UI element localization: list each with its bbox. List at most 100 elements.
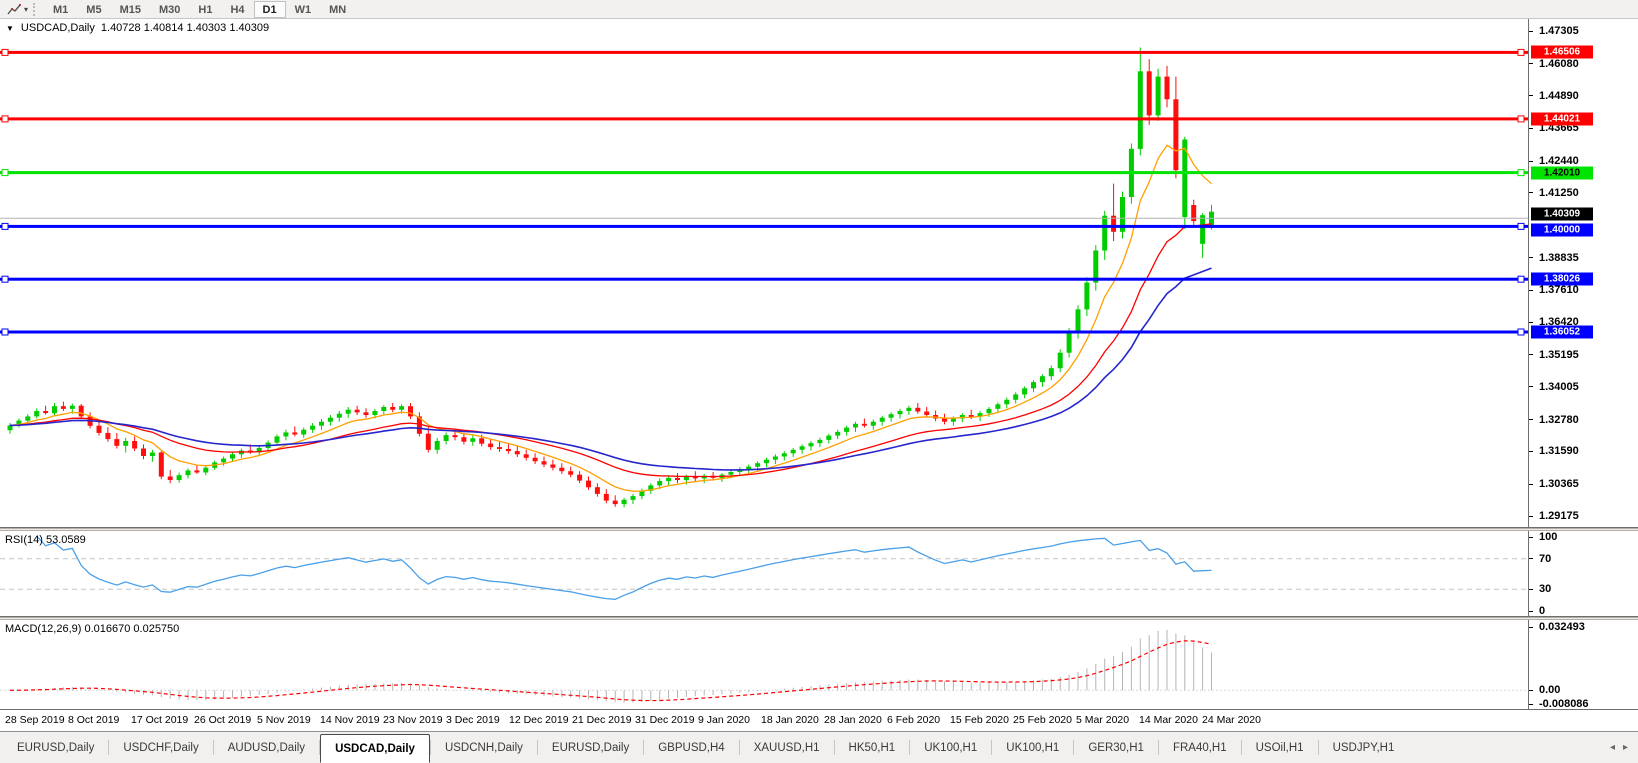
timeframe-buttons: M1 M5 M15 M30 H1 H4 D1 W1 MN — [44, 0, 355, 18]
chart-tab-hk50-h1[interactable]: HK50,H1 — [848, 741, 896, 754]
chart-tab-gbpusd-h4[interactable]: GBPUSD,H4 — [658, 741, 725, 754]
timeframe-button-h4[interactable]: H4 — [230, 3, 245, 16]
date-axis-label: 6 Feb 2020 — [887, 714, 941, 726]
date-axis-label: 28 Sep 2019 — [5, 714, 65, 726]
ma-fast-orange — [9, 144, 1212, 492]
chart-tab-eurusd-daily[interactable]: EURUSD,Daily — [551, 741, 630, 754]
chart-tab-usdchf-daily[interactable]: USDCHF,Daily — [123, 741, 199, 754]
date-axis-label: 23 Nov 2019 — [383, 714, 443, 726]
date-axis-label: 12 Dec 2019 — [509, 714, 569, 726]
macd-svg — [0, 629, 1528, 703]
date-axis-label: 31 Dec 2019 — [635, 714, 695, 726]
date-axis-label: 15 Feb 2020 — [950, 714, 1009, 726]
panel-splitter[interactable] — [0, 617, 1638, 620]
chart-tab-uk100-h1[interactable]: UK100,H1 — [1006, 741, 1060, 754]
chart-tab-uk100-h1[interactable]: UK100,H1 — [924, 741, 978, 754]
tab-separator — [1157, 740, 1159, 755]
tab-separator — [833, 740, 835, 755]
price-axis-label: 1.46080 — [1529, 58, 1579, 70]
timeframe-button-d1[interactable]: D1 — [253, 0, 286, 18]
price-axis-label: 1.36420 — [1529, 316, 1579, 328]
timeframe-button-m1[interactable]: M1 — [53, 3, 69, 16]
ma-mid-red — [9, 223, 1212, 478]
tab-separator — [991, 740, 993, 755]
tab-separator — [909, 740, 911, 755]
timeframe-button-m15[interactable]: M15 — [119, 3, 141, 16]
rsi-axis-label: 100 — [1529, 531, 1557, 543]
price-axis-label: 1.44890 — [1529, 90, 1579, 102]
chart-tab-usdcad-daily[interactable]: USDCAD,Daily — [320, 734, 430, 763]
tab-separator — [1240, 740, 1242, 755]
chart-tab-eurusd-daily[interactable]: EURUSD,Daily — [17, 741, 95, 754]
date-axis[interactable]: 28 Sep 2019 8 Oct 2019 17 Oct 2019 26 Oct 2… — [0, 710, 1638, 731]
candlestick-plot[interactable]: ▼ USDCAD,Daily 1.40728 1.40814 1.40303 1… — [0, 19, 1528, 527]
tab-separator — [1073, 740, 1075, 755]
price-badge: 1.44021 — [1531, 112, 1593, 126]
macd-plot[interactable]: MACD(12,26,9) 0.016670 0.025750 — [0, 620, 1528, 709]
date-axis-label: 5 Nov 2019 — [257, 714, 311, 726]
dropdown-caret-icon[interactable]: ▾ — [24, 4, 29, 14]
rsi-panel: RSI(14) 53.0589 100 70 30 0 — [0, 531, 1638, 617]
chart-tab-fra40-h1[interactable]: FRA40,H1 — [1172, 741, 1227, 754]
date-axis-label: 21 Dec 2019 — [572, 714, 632, 726]
price-axis-label: 1.38835 — [1529, 252, 1579, 264]
tab-scroll-right-icon[interactable]: ▸ — [1622, 742, 1628, 753]
rsi-plot[interactable]: RSI(14) 53.0589 — [0, 531, 1528, 616]
macd-histogram — [18, 629, 1212, 703]
rsi-axis-label: 30 — [1529, 583, 1551, 595]
price-axis-label: 1.43665 — [1529, 122, 1579, 134]
timeframe-button-m5[interactable]: M5 — [86, 3, 102, 16]
price-badge: 1.40309 — [1531, 207, 1593, 221]
tab-separator — [319, 740, 321, 755]
collapse-triangle-icon[interactable]: ▼ — [6, 23, 14, 33]
tab-separator — [536, 740, 538, 755]
price-axis-label: 1.37610 — [1529, 284, 1579, 296]
date-axis-label: 28 Jan 2020 — [824, 714, 882, 726]
macd-axis: 0.032493 0.00 -0.008086 — [1528, 620, 1638, 710]
chart-tab-ger30-h1[interactable]: GER30,H1 — [1088, 741, 1144, 754]
timeframe-button-m30[interactable]: M30 — [158, 3, 181, 16]
date-axis-label: 5 Mar 2020 — [1076, 714, 1130, 726]
rsi-svg — [0, 535, 1528, 600]
chart-tab-usdcnh-daily[interactable]: USDCNH,Daily — [444, 741, 523, 754]
date-axis-label: 9 Jan 2020 — [698, 714, 750, 726]
macd-label: MACD(12,26,9) 0.016670 0.025750 — [5, 623, 180, 635]
macd-axis-label: -0.008086 — [1529, 698, 1589, 710]
date-axis-label: 25 Feb 2020 — [1013, 714, 1072, 726]
chart-tab-usoil-h1[interactable]: USOil,H1 — [1255, 741, 1304, 754]
timeframe-button-mn[interactable]: MN — [329, 3, 347, 16]
date-axis-label: 8 Oct 2019 — [68, 714, 120, 726]
tab-scroll-nav: ◂ ▸ — [1600, 732, 1638, 763]
symbol-period-label: USDCAD,Daily — [20, 22, 95, 34]
line-studies-icon[interactable] — [4, 1, 24, 17]
price-badge: 1.46506 — [1531, 45, 1593, 59]
timeframe-button-w1[interactable]: W1 — [294, 3, 312, 16]
panel-splitter[interactable] — [0, 528, 1638, 531]
tab-separator — [429, 740, 431, 755]
chart-tab-audusd-daily[interactable]: AUDUSD,Daily — [227, 741, 306, 754]
date-axis-label: 14 Nov 2019 — [320, 714, 380, 726]
timeframe-button-h1[interactable]: H1 — [198, 3, 213, 16]
tab-separator — [643, 740, 645, 755]
price-axis[interactable]: 1.47305 1.46080 1.44890 1.43665 1.42440 1.412… — [1528, 19, 1638, 527]
price-axis-label: 1.35195 — [1529, 349, 1579, 361]
main-chart-panel: ▼ USDCAD,Daily 1.40728 1.40814 1.40303 1… — [0, 19, 1638, 528]
date-axis-label: 24 Mar 2020 — [1202, 714, 1261, 726]
price-axis-label: 1.47305 — [1529, 25, 1579, 37]
tab-scroll-left-icon[interactable]: ◂ — [1609, 742, 1615, 753]
price-axis-label: 1.42440 — [1529, 155, 1579, 167]
macd-signal-line — [9, 640, 1212, 702]
chart-tab-usdjpy-h1[interactable]: USDJPY,H1 — [1332, 741, 1395, 754]
macd-panel: MACD(12,26,9) 0.016670 0.025750 0.032493… — [0, 620, 1638, 710]
date-axis-label: 14 Mar 2020 — [1139, 714, 1198, 726]
top-toolbar: ▾ M1 M5 M15 M30 H1 H4 D1 W1 MN — [0, 0, 1638, 19]
ohlc-values: 1.40728 1.40814 1.40303 1.40309 — [100, 22, 270, 34]
tab-separator — [1317, 740, 1319, 755]
ma-slow-blue — [9, 267, 1212, 471]
macd-axis-label: 0.032493 — [1529, 621, 1585, 633]
date-axis-label: 3 Dec 2019 — [446, 714, 500, 726]
rsi-label: RSI(14) 53.0589 — [5, 534, 86, 546]
tab-separator — [738, 740, 740, 755]
date-axis-label: 17 Oct 2019 — [131, 714, 189, 726]
chart-tab-xauusd-h1[interactable]: XAUUSD,H1 — [753, 741, 820, 754]
